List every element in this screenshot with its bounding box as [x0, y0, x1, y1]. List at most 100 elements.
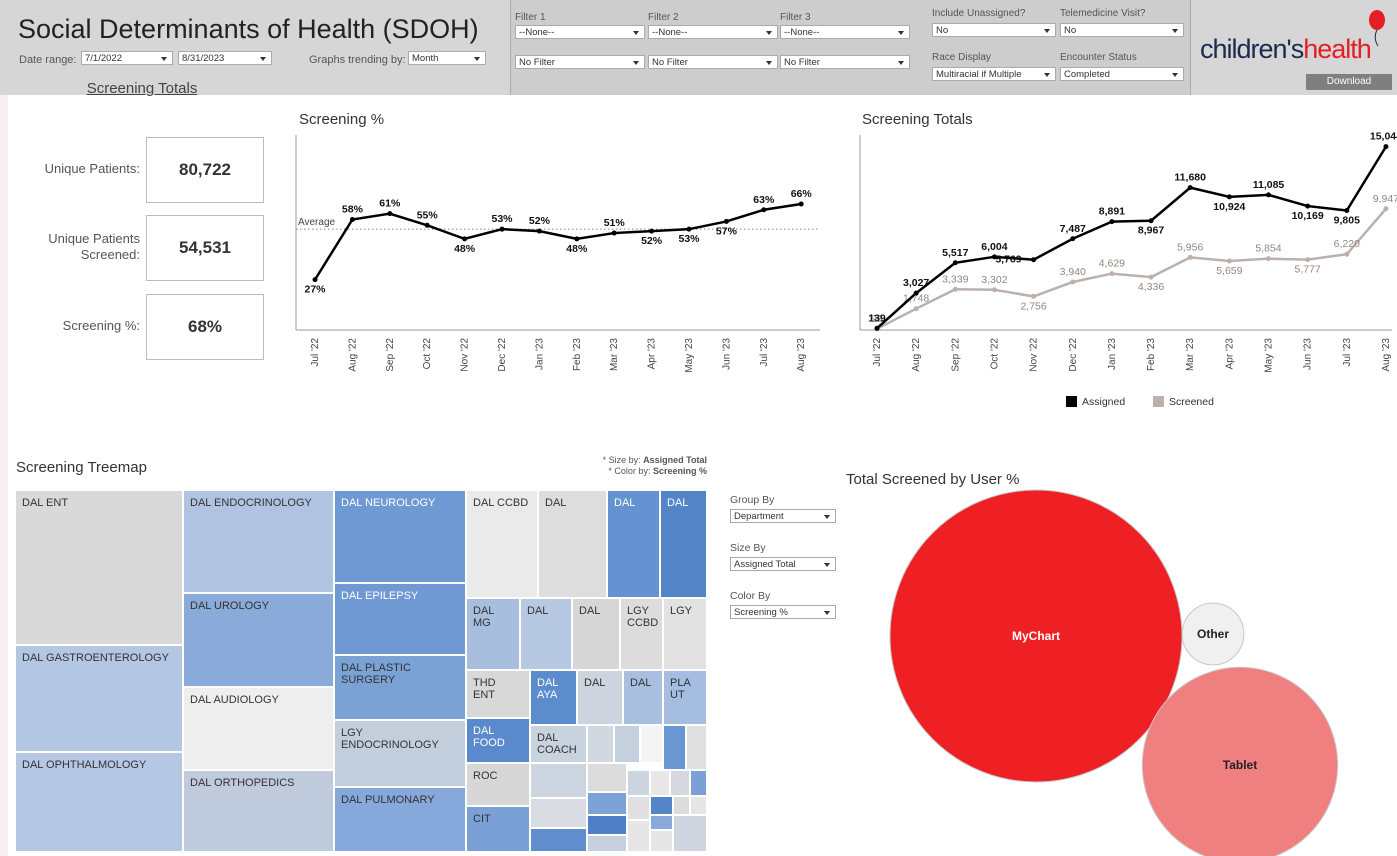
option-dropdown[interactable]: No — [932, 23, 1056, 37]
x-tick-label: Jul '23 — [1342, 338, 1353, 367]
option-dropdown[interactable]: Multiracial if Multiple — [932, 67, 1056, 81]
point — [952, 260, 958, 266]
value-label: 2,756 — [1020, 300, 1046, 312]
value-label: 52% — [529, 215, 551, 227]
filter-dropdown[interactable]: No Filter — [515, 55, 645, 69]
x-tick-label: Sep '22 — [385, 338, 396, 372]
value-label: 139 — [868, 312, 886, 324]
value-label: 5,769 — [995, 254, 1021, 266]
legend-label: Screened — [1169, 396, 1214, 408]
value-label: 3,339 — [942, 273, 968, 285]
point — [462, 236, 468, 242]
value-label: 57% — [716, 225, 738, 237]
line — [876, 145, 1388, 330]
point — [1266, 192, 1271, 198]
point — [1226, 194, 1232, 200]
bubble-label: Other — [1197, 627, 1229, 641]
value-label: 8,967 — [1138, 225, 1164, 237]
value-label: 5,777 — [1295, 264, 1321, 276]
value-label: 66% — [791, 188, 813, 200]
value-label: 48% — [566, 243, 588, 255]
legend-swatch — [1153, 396, 1164, 407]
control-dropdown[interactable]: Screening % — [730, 605, 836, 619]
bubble — [1141, 666, 1339, 856]
filter-dropdown[interactable]: --None-- — [648, 25, 778, 39]
x-tick-label: Jul '23 — [759, 338, 770, 367]
x-tick-label: Jun '23 — [721, 338, 732, 370]
chart-title: Screening % — [299, 111, 384, 128]
value-label: 10,169 — [1292, 210, 1324, 222]
x-tick-label: Aug '22 — [347, 338, 358, 372]
bubble — [1181, 602, 1245, 666]
point — [1187, 254, 1193, 260]
x-tick-label: Jul '22 — [310, 338, 321, 367]
x-tick-label: May '23 — [684, 338, 695, 373]
control-dropdown[interactable]: Department — [730, 509, 836, 523]
value-label: 3,940 — [1060, 266, 1086, 278]
x-tick-label: Feb '23 — [572, 338, 583, 371]
chart-title: Screening Totals — [862, 111, 973, 128]
value-label: 7,487 — [1060, 223, 1086, 235]
value-label: 58% — [342, 203, 364, 215]
value-label: 5,659 — [1216, 265, 1242, 277]
point — [1305, 203, 1311, 209]
point — [913, 306, 919, 312]
point — [1226, 258, 1232, 264]
point — [424, 222, 430, 228]
value-label: 11,085 — [1253, 179, 1285, 191]
value-label: 6,220 — [1334, 238, 1360, 250]
value-label: 5,854 — [1255, 243, 1281, 255]
filter-dropdown[interactable]: --None-- — [780, 25, 910, 39]
point — [1383, 206, 1389, 212]
x-tick-label: Jan '23 — [1107, 338, 1118, 370]
trending-dropdown[interactable]: Month — [408, 51, 486, 65]
control-dropdown[interactable]: Assigned Total — [730, 557, 836, 571]
x-tick-label: Nov '22 — [1029, 338, 1040, 372]
point — [686, 226, 692, 232]
filter-dropdown[interactable]: No Filter — [780, 55, 910, 69]
value-label: 9,947 — [1373, 193, 1397, 205]
value-label: 53% — [491, 213, 513, 225]
point — [1148, 218, 1154, 224]
value-label: 8,891 — [1099, 206, 1125, 218]
value-label: 53% — [678, 233, 700, 245]
bubble-label: Tablet — [1223, 758, 1257, 772]
x-tick-label: Oct '22 — [422, 338, 433, 370]
option-dropdown[interactable]: Completed — [1060, 67, 1184, 81]
x-tick-label: Jan '23 — [534, 338, 545, 370]
option-dropdown[interactable]: No — [1060, 23, 1184, 37]
filter-dropdown[interactable]: No Filter — [648, 55, 778, 69]
x-tick-label: Dec '22 — [1068, 338, 1079, 372]
point — [952, 286, 958, 292]
value-label: 52% — [641, 235, 663, 247]
download-button[interactable]: Download — [1306, 74, 1392, 90]
value-label: 3,027 — [903, 277, 929, 289]
chart-title: Total Screened by User % — [846, 471, 1019, 488]
date-start[interactable]: 7/1/2022 — [81, 51, 173, 65]
x-tick-label: Dec '22 — [497, 338, 508, 372]
point — [1031, 257, 1037, 263]
bubble-label: MyChart — [1012, 629, 1060, 643]
point — [798, 201, 804, 207]
x-tick-label: Jul '22 — [872, 338, 883, 367]
value-label: 61% — [379, 198, 401, 210]
point — [1344, 251, 1350, 257]
point — [1187, 185, 1193, 191]
point — [761, 207, 767, 213]
point — [536, 228, 542, 234]
x-tick-label: Apr '23 — [1224, 338, 1235, 370]
x-tick-label: Oct '22 — [989, 338, 1000, 370]
date-end[interactable]: 8/31/2023 — [178, 51, 272, 65]
filter-dropdown[interactable]: --None-- — [515, 25, 645, 39]
average-label: Average — [298, 217, 336, 228]
value-label: 9,805 — [1334, 215, 1360, 227]
point — [312, 277, 318, 283]
x-tick-label: Jun '23 — [1303, 338, 1314, 370]
point — [874, 325, 880, 331]
point — [611, 230, 617, 236]
point — [991, 287, 997, 293]
point — [723, 218, 729, 224]
point — [499, 226, 505, 232]
